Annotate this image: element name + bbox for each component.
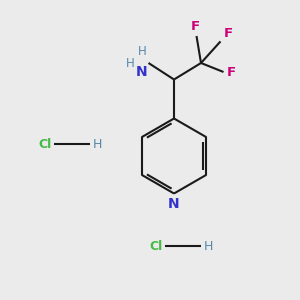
Text: H: H — [203, 239, 213, 253]
Text: H: H — [92, 137, 102, 151]
Text: N: N — [168, 197, 180, 211]
Text: Cl: Cl — [38, 137, 52, 151]
Text: F: F — [226, 65, 236, 79]
Text: F: F — [224, 27, 232, 40]
Text: H: H — [126, 57, 135, 70]
Text: F: F — [190, 20, 200, 33]
Text: Cl: Cl — [149, 239, 163, 253]
Text: H: H — [138, 45, 147, 58]
Text: N: N — [135, 64, 147, 79]
